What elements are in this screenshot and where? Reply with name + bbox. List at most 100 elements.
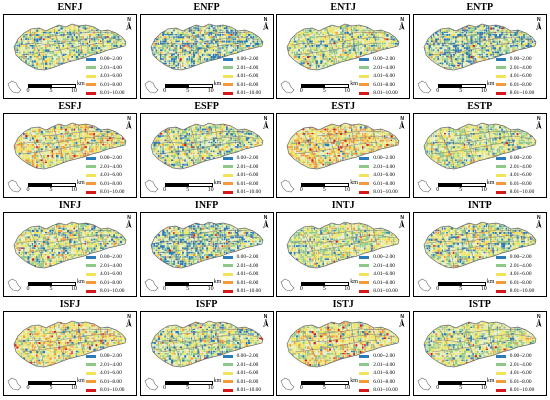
value-cell bbox=[240, 49, 243, 52]
road-line bbox=[350, 25, 358, 58]
value-cell bbox=[93, 40, 96, 42]
value-cell bbox=[520, 141, 523, 145]
value-cell bbox=[366, 150, 369, 152]
value-cell bbox=[467, 144, 471, 146]
value-cell bbox=[377, 144, 379, 146]
value-cell bbox=[329, 53, 331, 56]
value-cell bbox=[60, 62, 63, 64]
value-cell bbox=[38, 232, 40, 234]
value-cell bbox=[212, 40, 214, 43]
value-cell bbox=[434, 139, 438, 141]
value-cell bbox=[426, 150, 428, 153]
value-cell bbox=[456, 29, 459, 32]
value-cell bbox=[78, 25, 81, 28]
value-cell bbox=[166, 45, 169, 47]
value-cell bbox=[489, 141, 492, 144]
value-cell bbox=[51, 34, 54, 36]
scale-tick-label: 0 bbox=[436, 88, 440, 94]
value-cell bbox=[342, 126, 345, 128]
value-cell bbox=[509, 137, 512, 140]
value-cell bbox=[353, 47, 355, 50]
value-cell bbox=[161, 51, 164, 53]
value-cell bbox=[69, 49, 72, 52]
value-cell bbox=[307, 146, 309, 149]
value-cell bbox=[320, 38, 323, 41]
value-cell bbox=[335, 45, 338, 48]
value-cell bbox=[481, 135, 483, 138]
value-cell bbox=[86, 225, 90, 228]
value-cell bbox=[78, 56, 80, 58]
value-cell bbox=[525, 42, 528, 46]
value-cell bbox=[311, 40, 313, 43]
value-cell bbox=[395, 141, 398, 144]
value-cell bbox=[309, 155, 312, 158]
scale-tick-label: 10 bbox=[480, 88, 487, 94]
value-cell bbox=[212, 146, 215, 148]
value-cell bbox=[353, 38, 355, 40]
north-arrow-icon bbox=[126, 21, 132, 31]
legend-swatch bbox=[222, 182, 233, 186]
road-line bbox=[350, 124, 358, 157]
value-cell bbox=[439, 155, 442, 158]
legend-item: 8.01~10.00 bbox=[86, 188, 136, 197]
value-cell bbox=[487, 47, 490, 50]
value-cells bbox=[150, 25, 263, 69]
value-cell bbox=[344, 124, 347, 126]
value-cell bbox=[448, 166, 450, 169]
value-cell bbox=[426, 144, 428, 147]
value-cell bbox=[260, 141, 263, 143]
value-cell bbox=[201, 128, 204, 131]
value-cell bbox=[236, 40, 240, 43]
road-line bbox=[21, 141, 105, 155]
value-cell bbox=[291, 51, 294, 54]
value-cell bbox=[218, 51, 221, 54]
value-cell bbox=[205, 130, 209, 133]
value-cell bbox=[333, 49, 336, 52]
value-cell bbox=[357, 155, 360, 157]
value-cell bbox=[229, 27, 232, 30]
value-cell bbox=[470, 148, 473, 150]
value-cell bbox=[320, 31, 322, 34]
legend-item: 8.01~10.00 bbox=[495, 188, 546, 197]
road-line bbox=[236, 128, 241, 147]
value-cell bbox=[315, 47, 318, 50]
value-cell bbox=[172, 152, 176, 156]
value-cell bbox=[93, 139, 96, 142]
value-cell bbox=[106, 34, 109, 36]
value-cell bbox=[166, 130, 169, 134]
value-cell bbox=[452, 159, 455, 162]
value-cell bbox=[304, 31, 308, 34]
value-cell bbox=[64, 53, 67, 56]
value-cell bbox=[225, 31, 229, 34]
value-cell bbox=[172, 128, 175, 131]
value-cell bbox=[293, 47, 297, 49]
value-cell bbox=[434, 144, 437, 147]
value-cell bbox=[203, 130, 205, 133]
value-cell bbox=[489, 53, 492, 56]
value-cell bbox=[520, 38, 524, 40]
value-cell bbox=[113, 47, 116, 49]
value-cell bbox=[452, 49, 456, 51]
value-cell bbox=[174, 64, 177, 67]
value-cell bbox=[49, 29, 52, 32]
value-cell bbox=[359, 51, 363, 55]
value-cell bbox=[397, 139, 400, 142]
value-cell bbox=[379, 137, 382, 139]
value-cell bbox=[452, 163, 455, 166]
value-cell bbox=[163, 144, 167, 147]
value-cell bbox=[86, 141, 89, 144]
road-line bbox=[487, 25, 495, 58]
value-cell bbox=[51, 58, 54, 60]
value-cell bbox=[62, 36, 64, 38]
legend-swatch bbox=[86, 83, 96, 87]
value-cell bbox=[80, 29, 83, 32]
legend: 0.00~2.00 2.01~4.00 4.01~6.00 6.01~8.00 8.01… bbox=[222, 55, 273, 98]
value-cell bbox=[470, 38, 473, 41]
value-cell bbox=[221, 141, 223, 144]
value-cell bbox=[355, 45, 358, 47]
value-cell bbox=[522, 42, 526, 45]
value-cell bbox=[320, 137, 322, 140]
value-cell bbox=[84, 137, 87, 140]
value-cell bbox=[494, 133, 497, 136]
value-cell bbox=[309, 166, 312, 168]
